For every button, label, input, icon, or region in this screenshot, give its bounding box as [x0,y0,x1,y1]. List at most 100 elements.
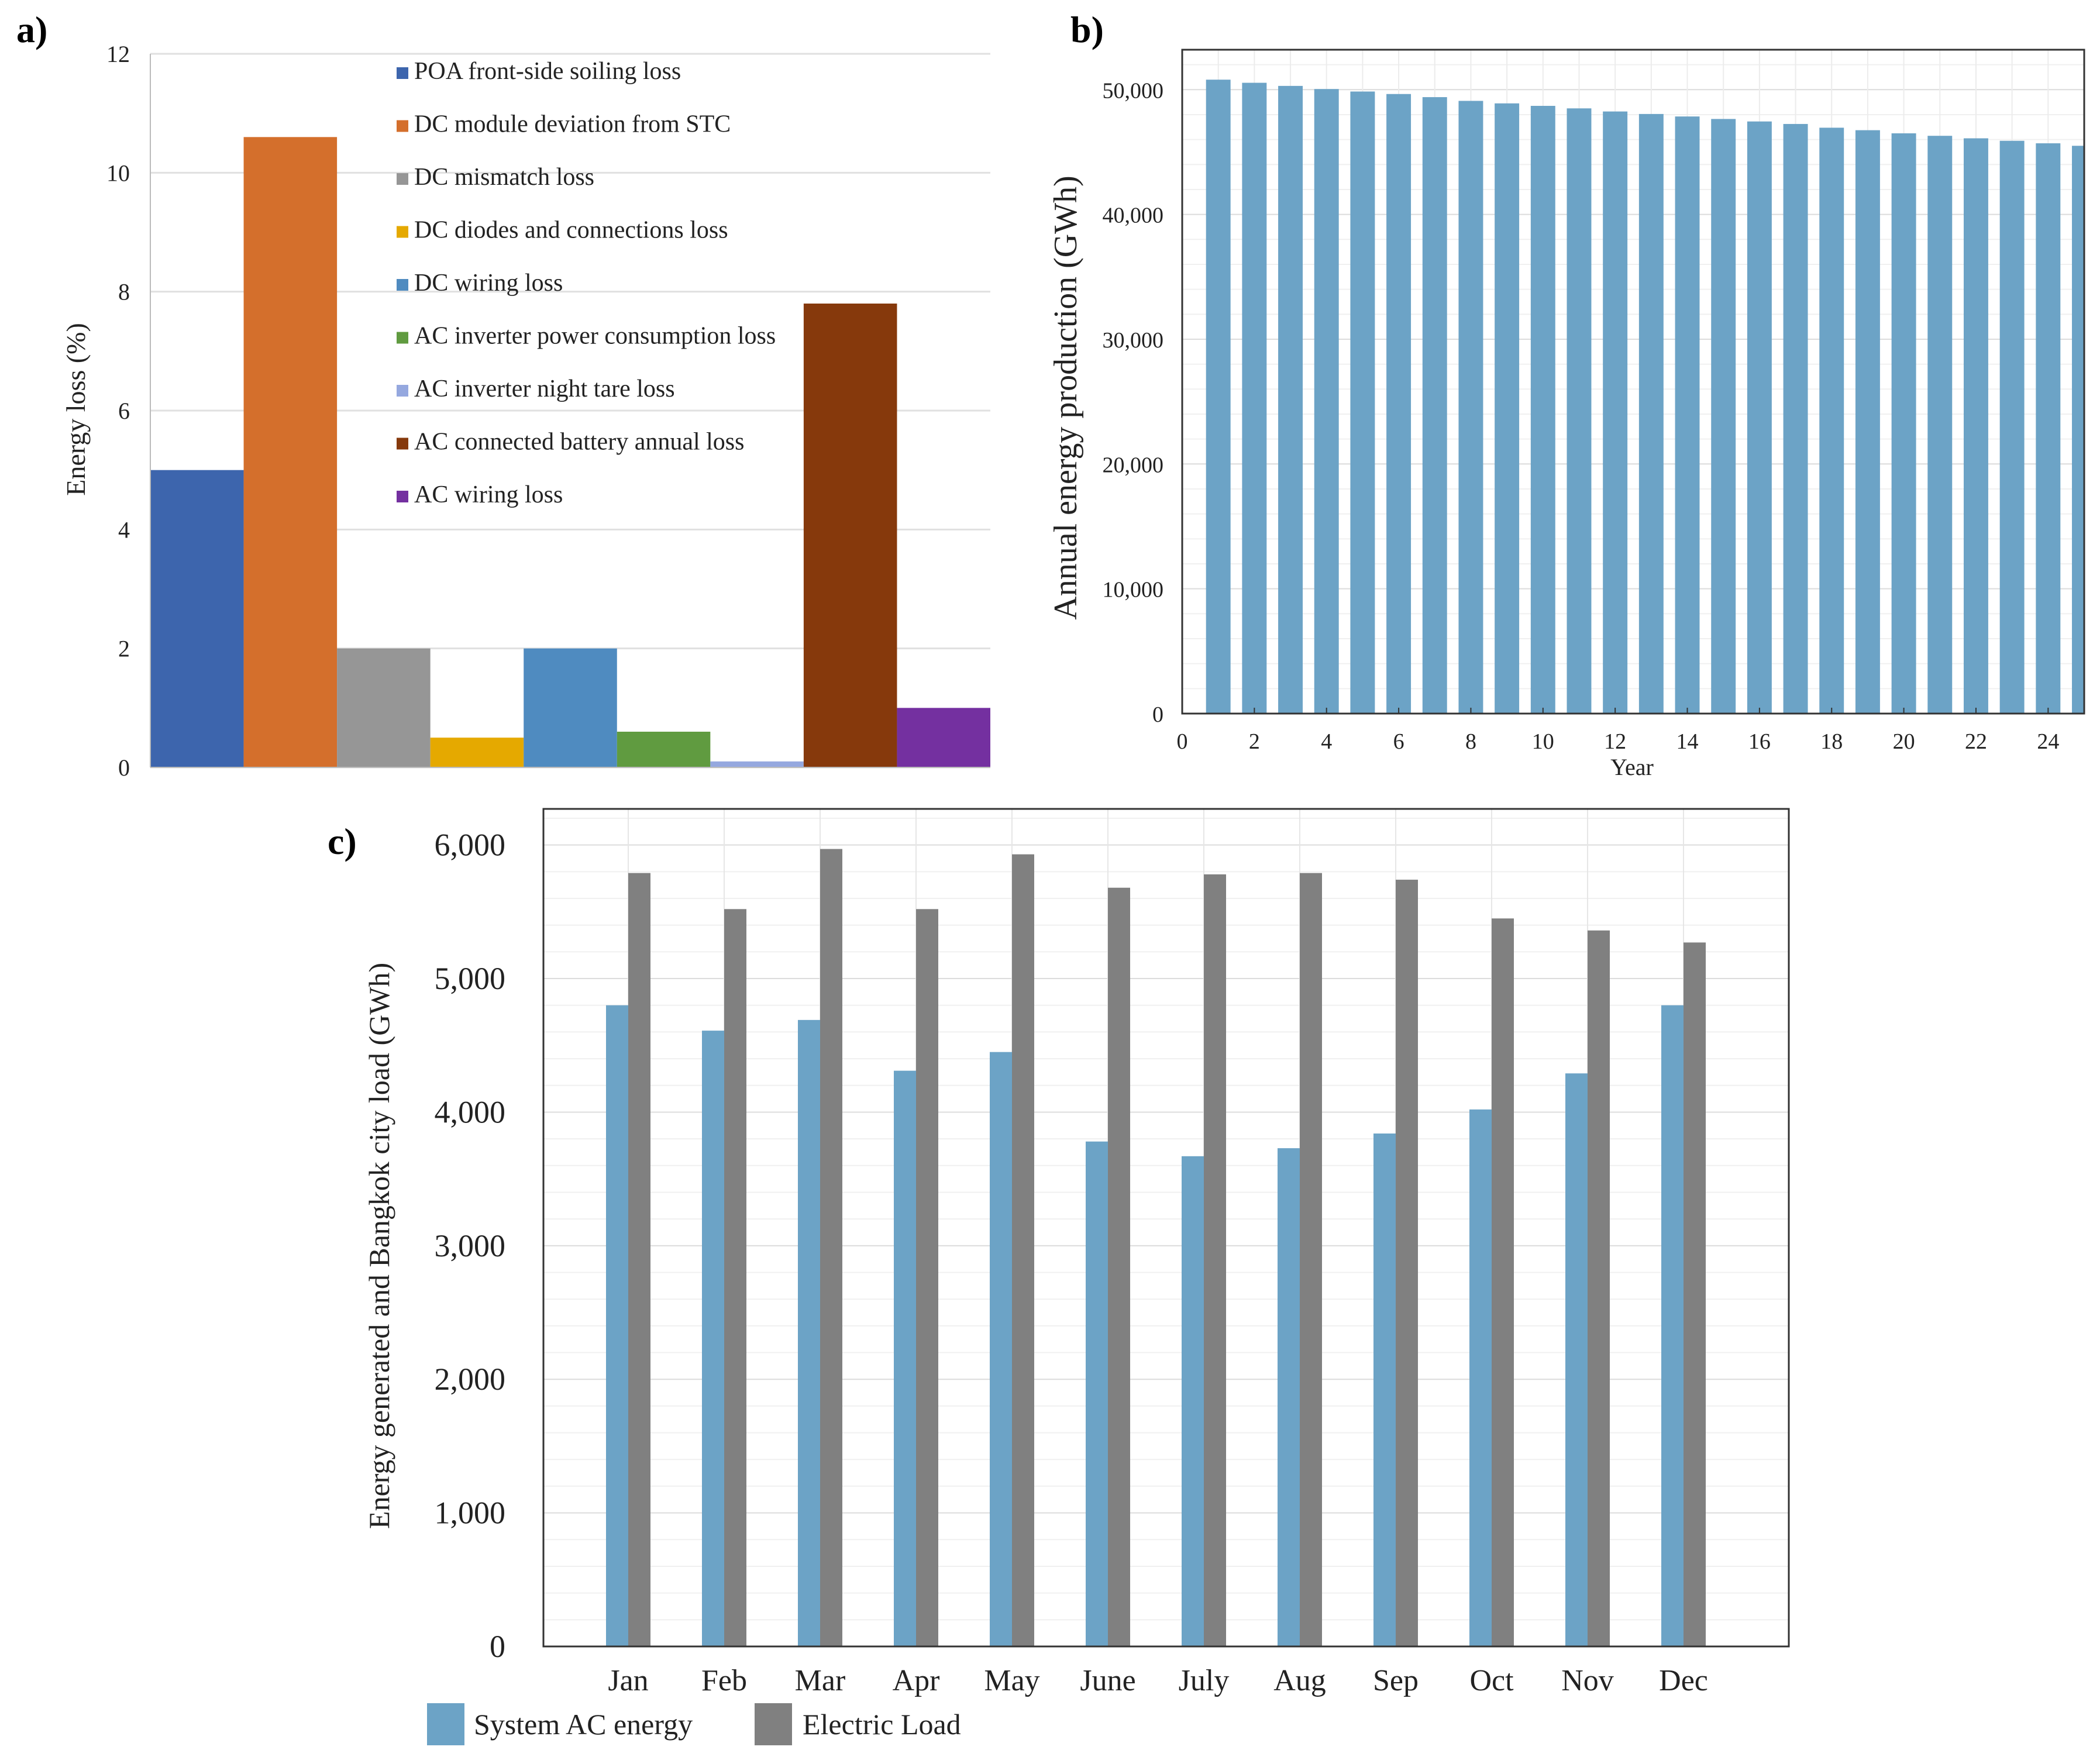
bar-ac-energy-july [1182,1156,1204,1646]
bar-year-1 [1206,80,1231,714]
x-tick-label: 18 [1820,729,1843,754]
x-tick-label: Oct [1469,1664,1514,1697]
y-axis-label-a: Energy loss (%) [61,323,91,496]
bar-year-3 [1278,85,1303,714]
x-tick-label: Nov [1561,1664,1614,1697]
legend-label: AC wiring loss [414,481,563,508]
x-tick-label: 8 [1465,729,1476,754]
plot-frame [542,808,1790,1648]
bar-year-19 [1855,130,1880,714]
bar-year-6 [1386,94,1412,714]
legend-swatch [397,279,408,291]
bar-electric-load-sep [1396,880,1418,1646]
bar-electric-load-dec [1684,942,1706,1646]
x-tick-label: July [1179,1664,1230,1697]
bar-year-17 [1783,123,1808,714]
bar-9 [897,708,990,767]
y-tick-label: 5,000 [435,961,506,996]
bar-ac-energy-june [1086,1141,1108,1646]
y-axis-label-b: Annual energy production (GWh) [1048,175,1084,619]
legend-label: AC inverter night tare loss [414,375,675,402]
bar-electric-load-apr [916,909,938,1646]
bar-year-15 [1711,119,1736,714]
bar-ac-energy-oct [1469,1109,1492,1646]
bar-electric-load-feb [724,909,746,1646]
legend-swatch [397,173,408,185]
bar-electric-load-mar [820,849,842,1646]
bar-electric-load-june [1108,887,1130,1646]
y-tick-label: 3,000 [435,1228,506,1263]
bar-year-18 [1819,128,1844,714]
bar-year-11 [1567,108,1592,714]
bar-year-25 [2072,146,2084,714]
x-tick-label: June [1080,1664,1135,1697]
bar-8 [803,304,897,767]
y-tick-label: 0 [1152,702,1163,727]
x-tick-label: 22 [1965,729,1987,754]
bar-4 [430,738,524,767]
bar-electric-load-jan [628,873,650,1646]
bar-ac-energy-nov [1565,1073,1588,1646]
x-tick-label: 14 [1676,729,1699,754]
x-axis-label-b: Year [1610,754,1654,780]
chart-a-energy-loss: a) Energy loss (%) 0 2 4 6 8 10 12 POA front-si… [16,9,990,781]
y-tick-label: 1,000 [435,1496,506,1531]
bar-electric-load-july [1204,874,1226,1646]
bar-electric-load-oct [1492,918,1514,1646]
bar-ac-energy-sep [1373,1133,1396,1646]
x-tick-label: 12 [1604,729,1626,754]
y-tick-label: 30,000 [1103,328,1164,353]
bar-year-5 [1350,91,1375,714]
x-tick-label: Apr [893,1664,940,1697]
legend-swatch [397,67,408,79]
bar-2 [243,137,338,767]
y-tick-label: 50,000 [1103,78,1164,103]
bar-ac-energy-feb [702,1031,724,1646]
x-tick-label: Dec [1659,1664,1708,1697]
panel-label-c: c) [328,821,357,862]
y-tick-label: 0 [118,755,130,781]
bar-year-9 [1495,103,1520,714]
legend-label: DC module deviation from STC [414,111,731,138]
bar-ac-energy-aug [1278,1148,1300,1646]
bar-3 [337,648,431,767]
y-axis-label-c: Energy generated and Bangkok city load (… [363,963,395,1529]
legend-swatch [397,226,408,238]
bar-year-7 [1422,97,1447,714]
legend-swatch [397,437,408,450]
bar-ac-energy-jan [606,1005,628,1646]
x-tick-label: Jan [608,1664,648,1697]
y-tick-label: 0 [490,1629,505,1664]
legend-label: DC wiring loss [414,270,563,297]
x-tick-label: Feb [701,1664,747,1697]
legend-label: System AC energy [474,1708,693,1741]
legend-swatch [427,1703,464,1745]
bar-year-14 [1675,116,1700,714]
y-tick-label: 12 [106,41,130,67]
bar-year-10 [1530,106,1555,714]
bar-year-4 [1314,89,1339,714]
x-tick-label: Sep [1373,1664,1419,1697]
bar-year-21 [1927,136,1953,714]
bar-year-2 [1242,82,1267,714]
y-tick-label: 2 [118,636,130,662]
chart-c-monthly-energy: c) Energy generated and Bangkok city loa… [328,808,1790,1745]
bar-year-22 [1963,138,1988,714]
bar-electric-load-may [1012,854,1034,1646]
legend-label: DC mismatch loss [414,164,594,191]
bar-electric-load-nov [1588,930,1610,1646]
x-tick-label: 24 [2037,729,2059,754]
plot-frame [1181,49,2085,715]
legend-label: AC inverter power consumption loss [414,323,776,350]
bar-year-23 [1999,140,2025,714]
y-tick-label: 20,000 [1103,453,1164,477]
bar-7 [710,761,804,767]
legend-swatch [397,385,408,397]
x-tick-label: May [984,1664,1039,1697]
bar-year-13 [1638,113,1664,714]
bar-5 [524,648,617,767]
y-tick-label: 4,000 [435,1094,506,1129]
chart-b-annual-production: b) Annual energy production (GWh) Year 0… [1048,9,2085,780]
panel-label-b: b) [1070,9,1104,50]
